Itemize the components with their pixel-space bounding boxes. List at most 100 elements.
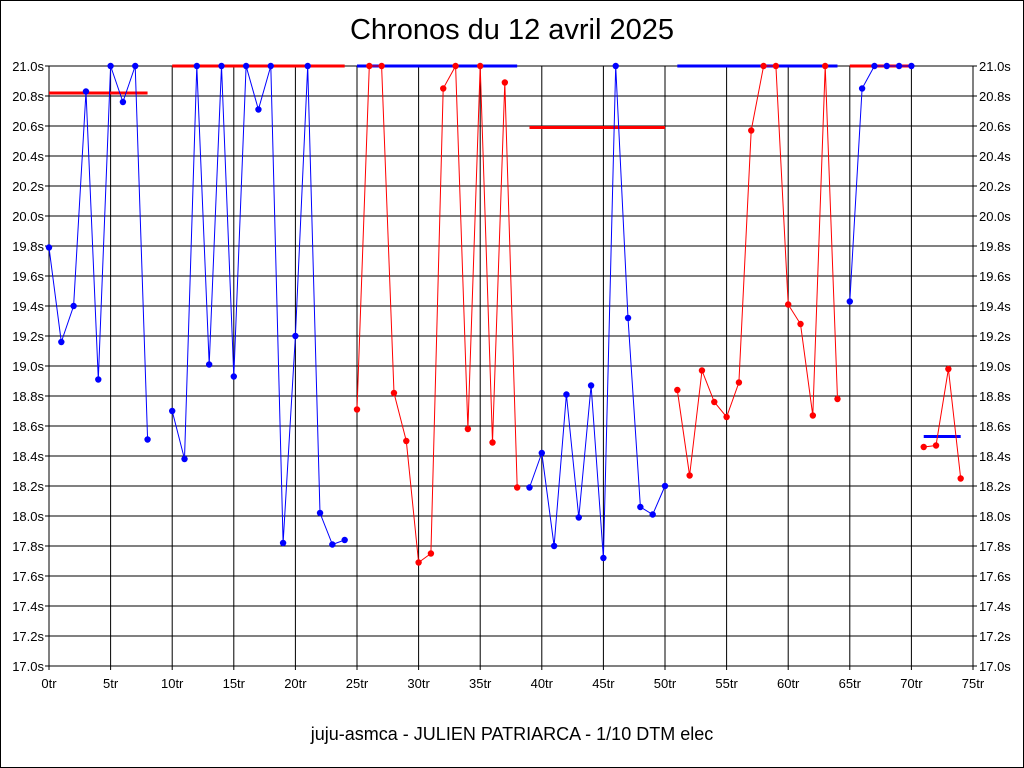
lap-segment xyxy=(526,62,669,562)
lap-segment xyxy=(846,62,915,305)
y-tick-label: 19.2s xyxy=(979,329,1011,344)
data-point xyxy=(292,332,299,340)
data-point xyxy=(107,62,114,70)
data-point xyxy=(477,62,484,70)
y-tick-label: 20.8s xyxy=(979,89,1011,104)
x-tick-label: 30tr xyxy=(407,676,430,691)
y-tick-label: 20.0s xyxy=(979,209,1011,224)
y-tick-label: 17.4s xyxy=(12,599,44,614)
x-tick-label: 5tr xyxy=(103,676,119,691)
data-point xyxy=(932,442,940,449)
data-point xyxy=(908,62,915,70)
y-tick-label: 20.2s xyxy=(12,179,44,194)
x-tick-label: 60tr xyxy=(777,676,800,691)
y-tick-label: 19.6s xyxy=(12,269,44,284)
data-point xyxy=(440,85,447,92)
y-tick-label: 19.4s xyxy=(979,299,1011,314)
x-tick-label: 45tr xyxy=(592,676,615,691)
series-line xyxy=(676,65,838,476)
data-point xyxy=(526,484,533,491)
y-tick-label: 18.8s xyxy=(979,389,1011,404)
data-point xyxy=(920,443,927,451)
data-point xyxy=(169,407,176,415)
data-point xyxy=(316,509,324,517)
data-point xyxy=(119,98,127,106)
data-point xyxy=(945,365,952,373)
y-tick-label: 18.6s xyxy=(12,419,44,434)
data-point xyxy=(809,412,817,419)
y-tick-label: 17.2s xyxy=(12,629,44,644)
data-point xyxy=(821,62,829,70)
y-tick-label: 19.6s xyxy=(979,269,1011,284)
x-tick-label: 35tr xyxy=(469,676,492,691)
y-tick-label: 20.4s xyxy=(12,149,44,164)
x-tick-label: 25tr xyxy=(346,676,369,691)
y-tick-label: 18.2s xyxy=(979,479,1011,494)
lap-segment xyxy=(674,62,841,479)
y-tick-label: 17.8s xyxy=(979,539,1011,554)
x-tick-label: 65tr xyxy=(839,676,862,691)
series-line xyxy=(923,368,962,479)
data-point xyxy=(587,382,595,389)
data-point xyxy=(649,511,656,518)
y-tick-label: 18.4s xyxy=(979,449,1011,464)
y-tick-label: 20.6s xyxy=(979,119,1011,134)
data-point xyxy=(267,62,274,70)
data-point xyxy=(415,559,422,566)
data-point xyxy=(600,554,607,562)
y-tick-label: 17.0s xyxy=(12,659,44,674)
data-point xyxy=(723,413,730,421)
data-point xyxy=(612,62,619,70)
x-tick-label: 70tr xyxy=(900,676,923,691)
y-tick-label: 17.6s xyxy=(12,569,44,584)
data-point xyxy=(58,338,65,346)
data-point xyxy=(674,386,681,394)
data-point xyxy=(895,62,903,70)
y-tick-label: 20.2s xyxy=(979,179,1011,194)
data-point xyxy=(871,62,878,70)
y-tick-label: 20.8s xyxy=(12,89,44,104)
data-point xyxy=(748,127,755,134)
x-tick-label: 20tr xyxy=(284,676,307,691)
y-tick-label: 18.4s xyxy=(12,449,44,464)
y-tick-label: 19.2s xyxy=(12,329,44,344)
y-tick-label: 18.0s xyxy=(979,509,1011,524)
data-point xyxy=(427,550,435,557)
data-point xyxy=(575,514,582,521)
data-point xyxy=(181,455,188,463)
data-point xyxy=(353,406,361,413)
y-tick-label: 19.8s xyxy=(12,239,44,254)
data-point xyxy=(501,79,509,86)
y-tick-label: 18.6s xyxy=(979,419,1011,434)
lap-segment xyxy=(45,62,151,443)
chart-title: Chronos du 12 avril 2025 xyxy=(349,14,675,46)
y-tick-label: 19.4s xyxy=(12,299,44,314)
y-tick-label: 18.8s xyxy=(12,389,44,404)
data-point xyxy=(711,398,718,406)
data-point xyxy=(329,541,336,548)
y-tick-label: 19.0s xyxy=(979,359,1011,374)
y-tick-label: 21.0s xyxy=(12,59,44,74)
data-point xyxy=(452,62,459,70)
data-point xyxy=(846,298,853,305)
data-point xyxy=(341,536,348,544)
data-point xyxy=(760,62,767,70)
data-point xyxy=(735,379,743,386)
data-point xyxy=(205,361,213,368)
x-tick-label: 75tr xyxy=(962,676,985,691)
data-point xyxy=(489,439,496,446)
y-tick-label: 19.8s xyxy=(979,239,1011,254)
x-axis: 0tr 5tr 10tr 15tr 20tr 25tr 30tr 35tr 40tr 45tr 50… xyxy=(41,666,985,691)
data-point xyxy=(464,425,472,433)
data-point xyxy=(193,62,201,70)
data-point xyxy=(82,88,90,95)
x-tick-label: 55tr xyxy=(715,676,738,691)
y-axis-left: 17.0s 17.2s 17.4s 17.6s 17.8s 18.0s 18.2s 18.4s… xyxy=(12,59,49,674)
data-point xyxy=(661,482,669,490)
grid-lines xyxy=(48,65,974,667)
data-point xyxy=(797,320,804,328)
data-point xyxy=(858,85,866,92)
data-point xyxy=(957,475,964,482)
data-point xyxy=(242,62,250,70)
